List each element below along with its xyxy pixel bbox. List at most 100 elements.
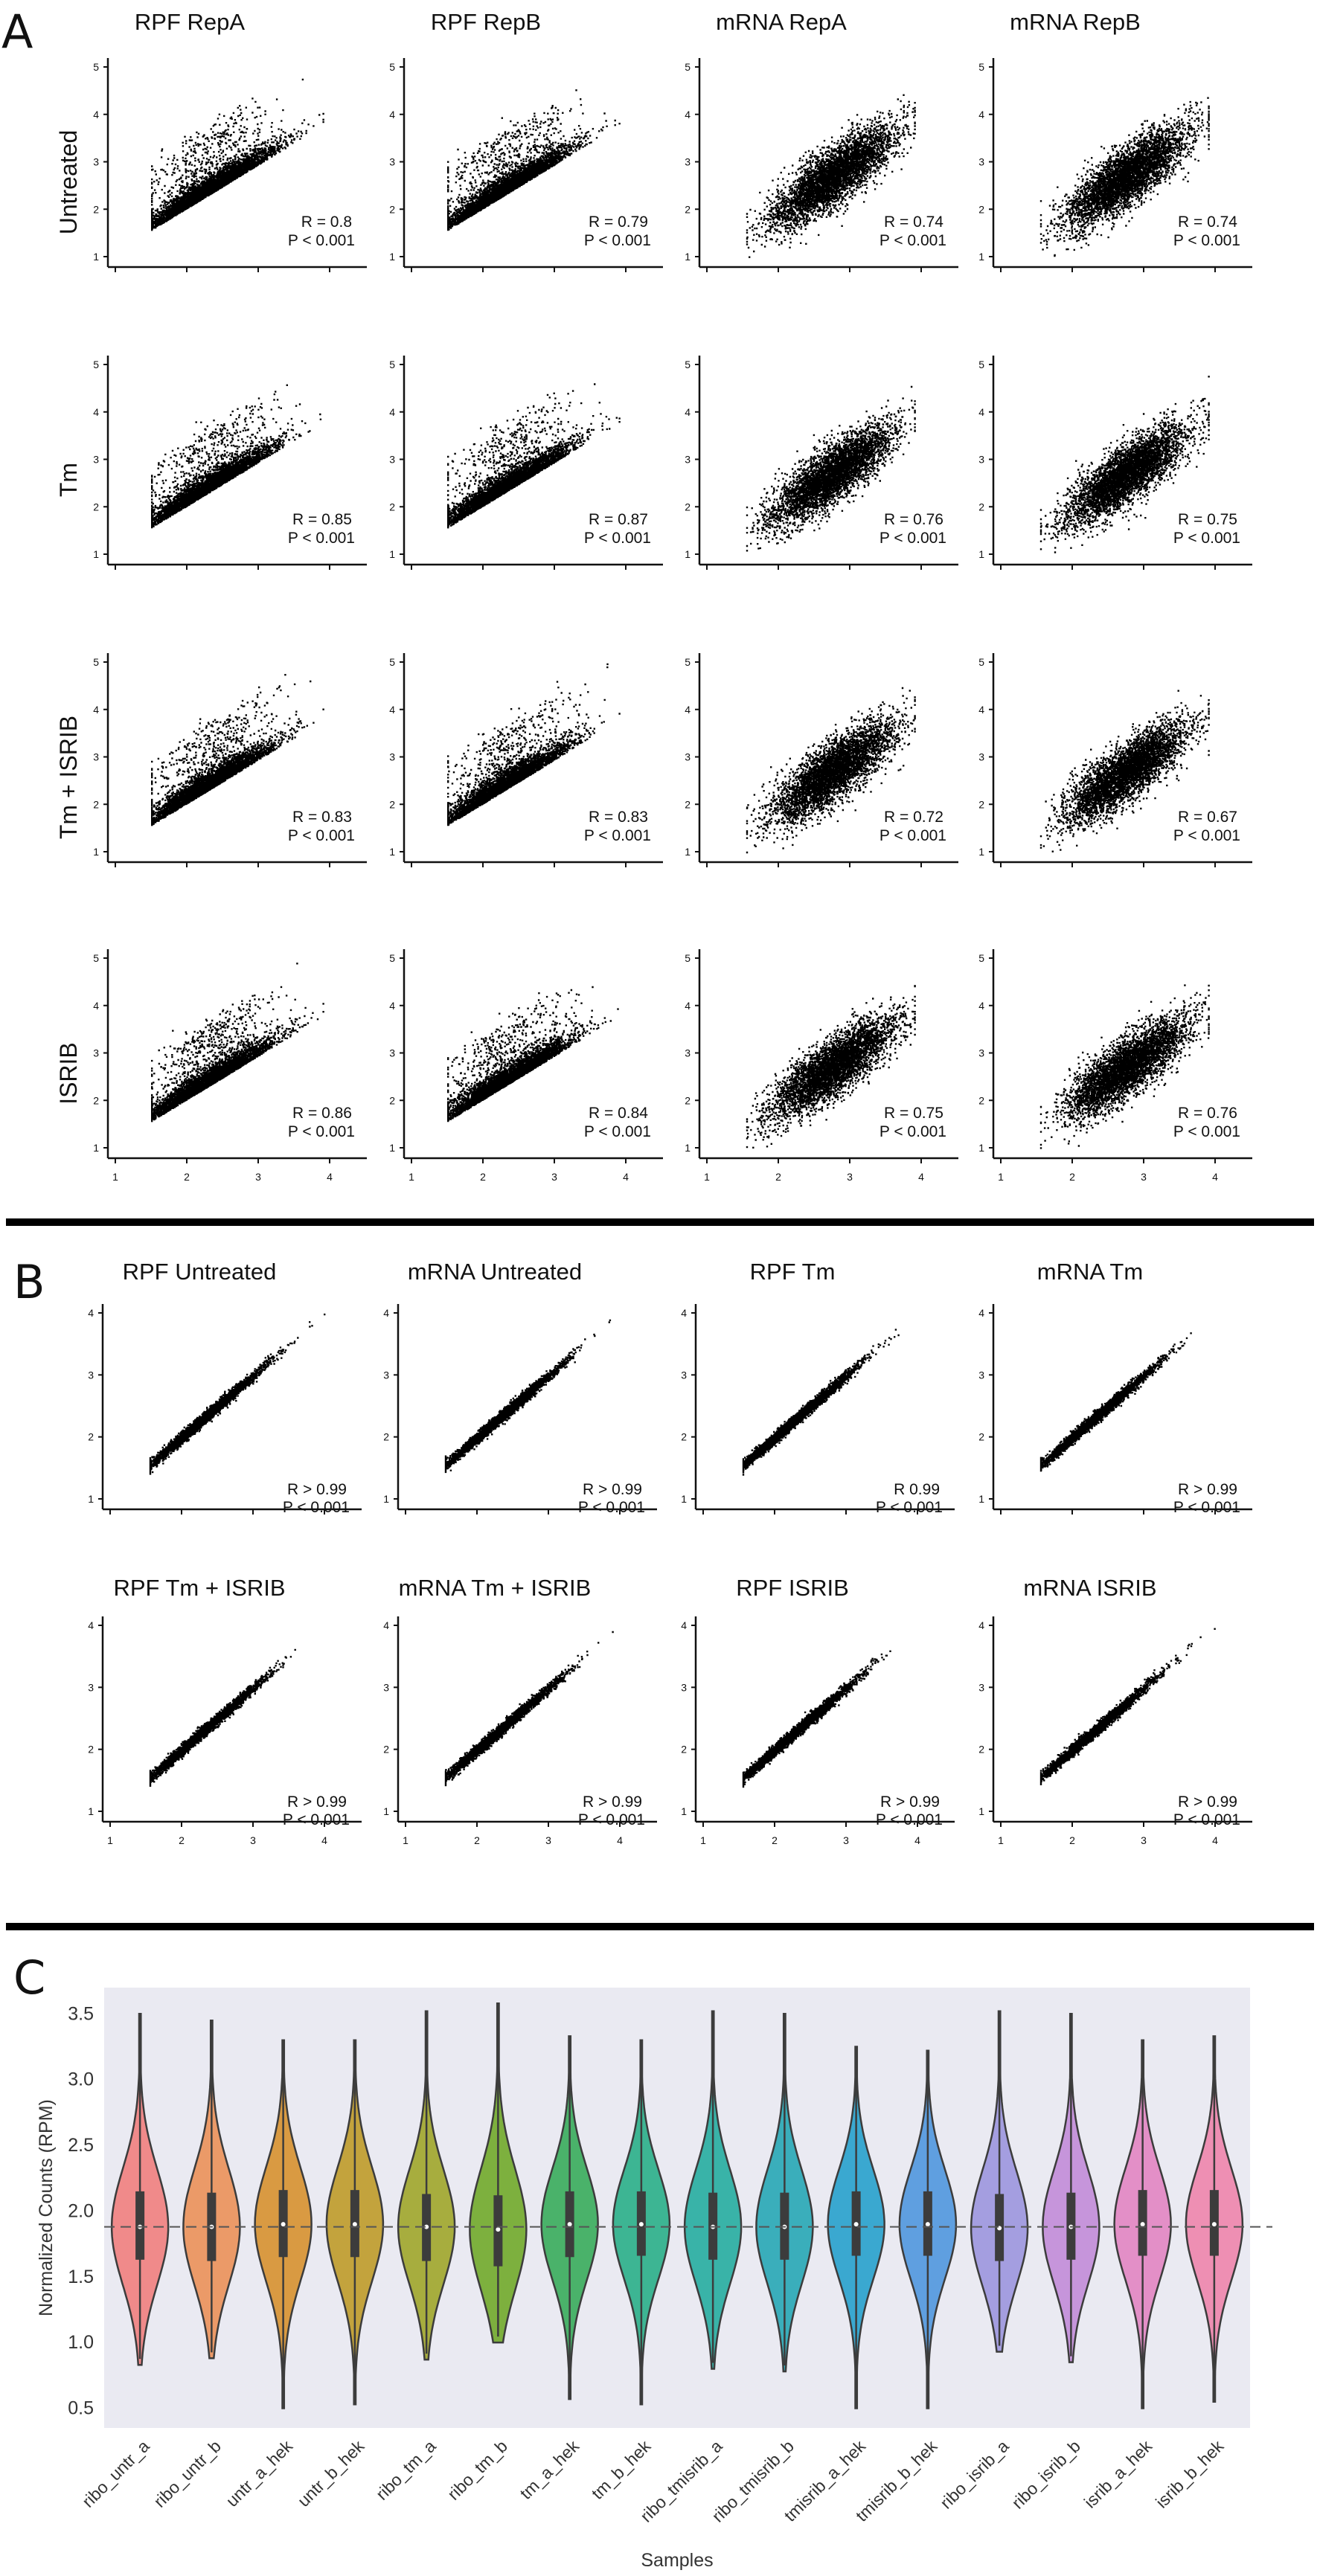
- b-plot-ytick-label: 2: [88, 1431, 94, 1443]
- a-plot-ytick-label: 3: [389, 751, 395, 763]
- xtick-label: untr_b_hek: [294, 2436, 368, 2511]
- scatter-plot-a-3-3: 1 2 3 4 5 1 2 3 4 R = 0.76P < 0.001: [978, 949, 1252, 1183]
- scatter-plot-a-2-0: 1 2 3 4 5 R = 0.83P < 0.001: [93, 653, 367, 867]
- r-value: R = 0.72: [884, 809, 943, 826]
- p-value: P < 0.001: [283, 1499, 350, 1516]
- scatter-plot-a-0-3: 1 2 3 4 5 R = 0.74P < 0.001: [978, 58, 1252, 272]
- ytick-label: 0.5: [68, 2397, 94, 2418]
- scatter-plot-a-2-2: 1 2 3 4 5 R = 0.72P < 0.001: [685, 653, 958, 867]
- panel-a-label: A: [1, 4, 33, 59]
- scatter-plot-a-1-3: 1 2 3 4 5 R = 0.75 P < 0.001: [978, 356, 1252, 570]
- a-plot-ytick-label: 5: [978, 359, 984, 370]
- r-value: R > 0.99: [287, 1793, 347, 1811]
- a-plot-xtick-label: 1: [998, 1171, 1004, 1183]
- p-value: P < 0.001: [876, 1811, 943, 1828]
- column-title: mRNA RepA: [716, 9, 847, 35]
- x-axis-label: Samples: [641, 2550, 713, 2571]
- a-plot-ytick-label: 5: [93, 656, 99, 668]
- scatter-points: [444, 1631, 614, 1787]
- a-plot-ytick-label: 3: [93, 454, 99, 466]
- r-value: R = 0.75: [884, 1105, 943, 1122]
- violin-tm_a_hek: [540, 2035, 599, 2400]
- y-axis-label: Normalized Counts (RPM): [36, 2099, 57, 2316]
- b-plot-xtick-label: 2: [474, 1834, 480, 1846]
- b-plot-ytick-label: 1: [383, 1493, 389, 1505]
- b-plot-ytick-label: 4: [383, 1307, 389, 1319]
- scatter-points: [447, 89, 621, 231]
- r-value: R > 0.99: [583, 1481, 642, 1498]
- a-plot-ytick-label: 4: [389, 1000, 395, 1012]
- a-plot-ytick-label: 2: [389, 798, 395, 810]
- p-value: P < 0.001: [1173, 827, 1240, 844]
- r-value: R 0.99: [894, 1481, 940, 1498]
- a-plot-ytick-label: 3: [389, 156, 395, 168]
- a-plot-ytick-label: 2: [93, 203, 99, 215]
- a-plot-ytick-label: 2: [685, 203, 691, 215]
- column-title: RPF RepA: [135, 9, 245, 35]
- b-plot-ytick-label: 3: [681, 1369, 687, 1381]
- b-plot-ytick-label: 3: [978, 1681, 984, 1693]
- ytick-label: 1.5: [68, 2267, 94, 2287]
- r-value: R = 0.87: [589, 511, 648, 528]
- b-plot-xtick-label: 4: [321, 1834, 327, 1846]
- plot-title: RPF ISRIB: [736, 1575, 849, 1601]
- a-plot-ytick-label: 3: [685, 751, 691, 763]
- a-plot-ytick-label: 5: [389, 952, 395, 964]
- a-plot-ytick-label: 1: [978, 1142, 984, 1154]
- r-value: R = 0.86: [292, 1105, 352, 1122]
- scatter-plot-b-3: 1 2 3 4 R > 0.99P < 0.001: [978, 1304, 1252, 1516]
- r-value: R = 0.75: [1178, 511, 1237, 528]
- column-title: RPF RepB: [431, 9, 541, 35]
- r-value: R = 0.79: [589, 213, 648, 231]
- b-plot-ytick-label: 3: [88, 1681, 94, 1693]
- p-value: P < 0.001: [288, 232, 355, 249]
- r-value: R = 0.76: [884, 511, 943, 528]
- p-value: P < 0.001: [880, 827, 946, 844]
- r-value: R = 0.83: [292, 809, 352, 826]
- a-plot-xtick-label: 2: [1069, 1171, 1075, 1183]
- scatter-plot-a-2-1: 1 2 3 4 5 R = 0.83P < 0.001: [389, 653, 663, 867]
- scatter-points: [444, 1319, 612, 1474]
- scatter-points: [447, 383, 621, 529]
- scatter-plot-b-4: 1 2 3 4 1 2 3 4 R > 0.99P < 0.001: [88, 1616, 362, 1846]
- scatter-points: [149, 1648, 296, 1787]
- a-plot-ytick-label: 1: [685, 846, 691, 858]
- b-plot-ytick-label: 3: [88, 1369, 94, 1381]
- b-plot-ytick-label: 4: [681, 1307, 687, 1319]
- a-plot-xtick-label: 1: [409, 1171, 414, 1183]
- ytick-label: 2.5: [68, 2135, 94, 2156]
- plot-title: RPF Untreated: [123, 1259, 277, 1285]
- plot-title: RPF Tm: [750, 1259, 836, 1285]
- a-plot-ytick-label: 4: [685, 704, 691, 716]
- b-plot-ytick-label: 2: [681, 1431, 687, 1443]
- a-plot-xtick-label: 3: [847, 1171, 853, 1183]
- a-plot-ytick-label: 4: [93, 704, 99, 716]
- violin-median: [1140, 2222, 1145, 2227]
- row-label: Untreated: [55, 130, 82, 235]
- p-value: P < 0.001: [880, 232, 946, 249]
- scatter-points: [151, 674, 324, 826]
- a-plot-ytick-label: 5: [389, 61, 395, 73]
- scatter-plot-a-0-2: 1 2 3 4 5 R = 0.74P < 0.001: [685, 58, 958, 272]
- a-plot-ytick-label: 3: [978, 156, 984, 168]
- a-plot-ytick-label: 1: [685, 548, 691, 560]
- r-value: R = 0.74: [884, 213, 943, 231]
- scatter-plot-a-1-0: 1 2 3 4 5 R = 0.85 P < 0.001: [93, 356, 367, 570]
- scatter-points: [149, 1313, 326, 1475]
- column-title: mRNA RepB: [1010, 9, 1141, 35]
- a-plot-ytick-label: 1: [389, 1142, 395, 1154]
- scatter-plot-a-3-2: 1 2 3 4 5 1 2 3 4 R = 0.75P < 0.001: [685, 949, 958, 1183]
- plot-title: mRNA Tm: [1037, 1259, 1143, 1285]
- a-plot-ytick-label: 1: [978, 251, 984, 263]
- scatter-points: [1039, 690, 1210, 852]
- scatter-points: [742, 1650, 891, 1788]
- b-plot-ytick-label: 4: [88, 1307, 94, 1319]
- a-plot-ytick-label: 4: [978, 406, 984, 418]
- xtick-label: tm_a_hek: [516, 2436, 583, 2503]
- row-label: Tm + ISRIB: [55, 716, 82, 839]
- a-plot-ytick-label: 2: [389, 203, 395, 215]
- xtick-label: isrib_a_hek: [1080, 2436, 1156, 2512]
- r-value: R > 0.99: [287, 1481, 347, 1498]
- violin-untr_b_hek: [325, 2039, 385, 2406]
- b-plot-xtick-label: 2: [179, 1834, 185, 1846]
